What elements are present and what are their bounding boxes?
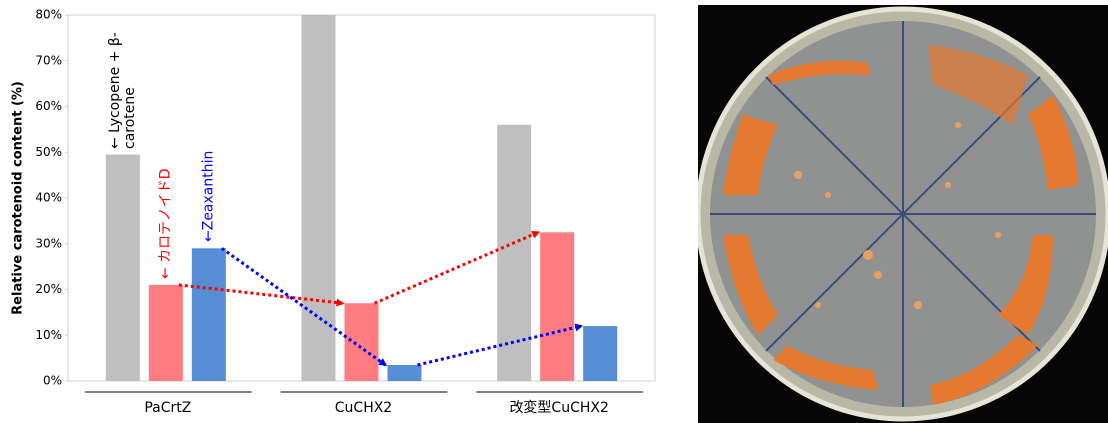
y-axis-label: Relative carotenoid content (%) — [11, 81, 26, 315]
x-tick-label: 改変型CuCHX2 — [509, 399, 608, 416]
series-label: ← Lycopene + β-carotene — [107, 23, 138, 149]
bar — [497, 124, 532, 382]
y-tick-label: 20% — [35, 282, 62, 296]
plate-photo — [698, 5, 1108, 423]
x-tick-label: PaCrtZ — [144, 400, 191, 416]
bar — [191, 248, 226, 381]
y-tick-label: 50% — [35, 145, 62, 159]
bar — [583, 326, 618, 381]
series-label: ← カロテノイドD — [157, 168, 174, 279]
series-label: ←Zeaxanthin — [200, 150, 217, 243]
y-tick-label: 10% — [35, 328, 62, 342]
y-tick-label: 60% — [35, 99, 62, 113]
bar — [105, 154, 140, 381]
y-tick-label: 30% — [35, 236, 62, 250]
bar — [540, 232, 575, 381]
x-tick-label: CuCHX2 — [335, 400, 392, 416]
bar — [148, 284, 183, 381]
chart: Relative carotenoid content (%) 0% 10% 20%… — [11, 8, 656, 416]
y-tick-label: 80% — [35, 8, 62, 22]
y-tick-label: 0% — [43, 374, 62, 388]
bar — [301, 15, 336, 381]
trend-arrow — [417, 323, 584, 367]
bar — [387, 364, 422, 381]
y-tick-label: 40% — [35, 191, 62, 205]
y-tick-label: 70% — [35, 53, 62, 67]
bar — [344, 303, 379, 381]
